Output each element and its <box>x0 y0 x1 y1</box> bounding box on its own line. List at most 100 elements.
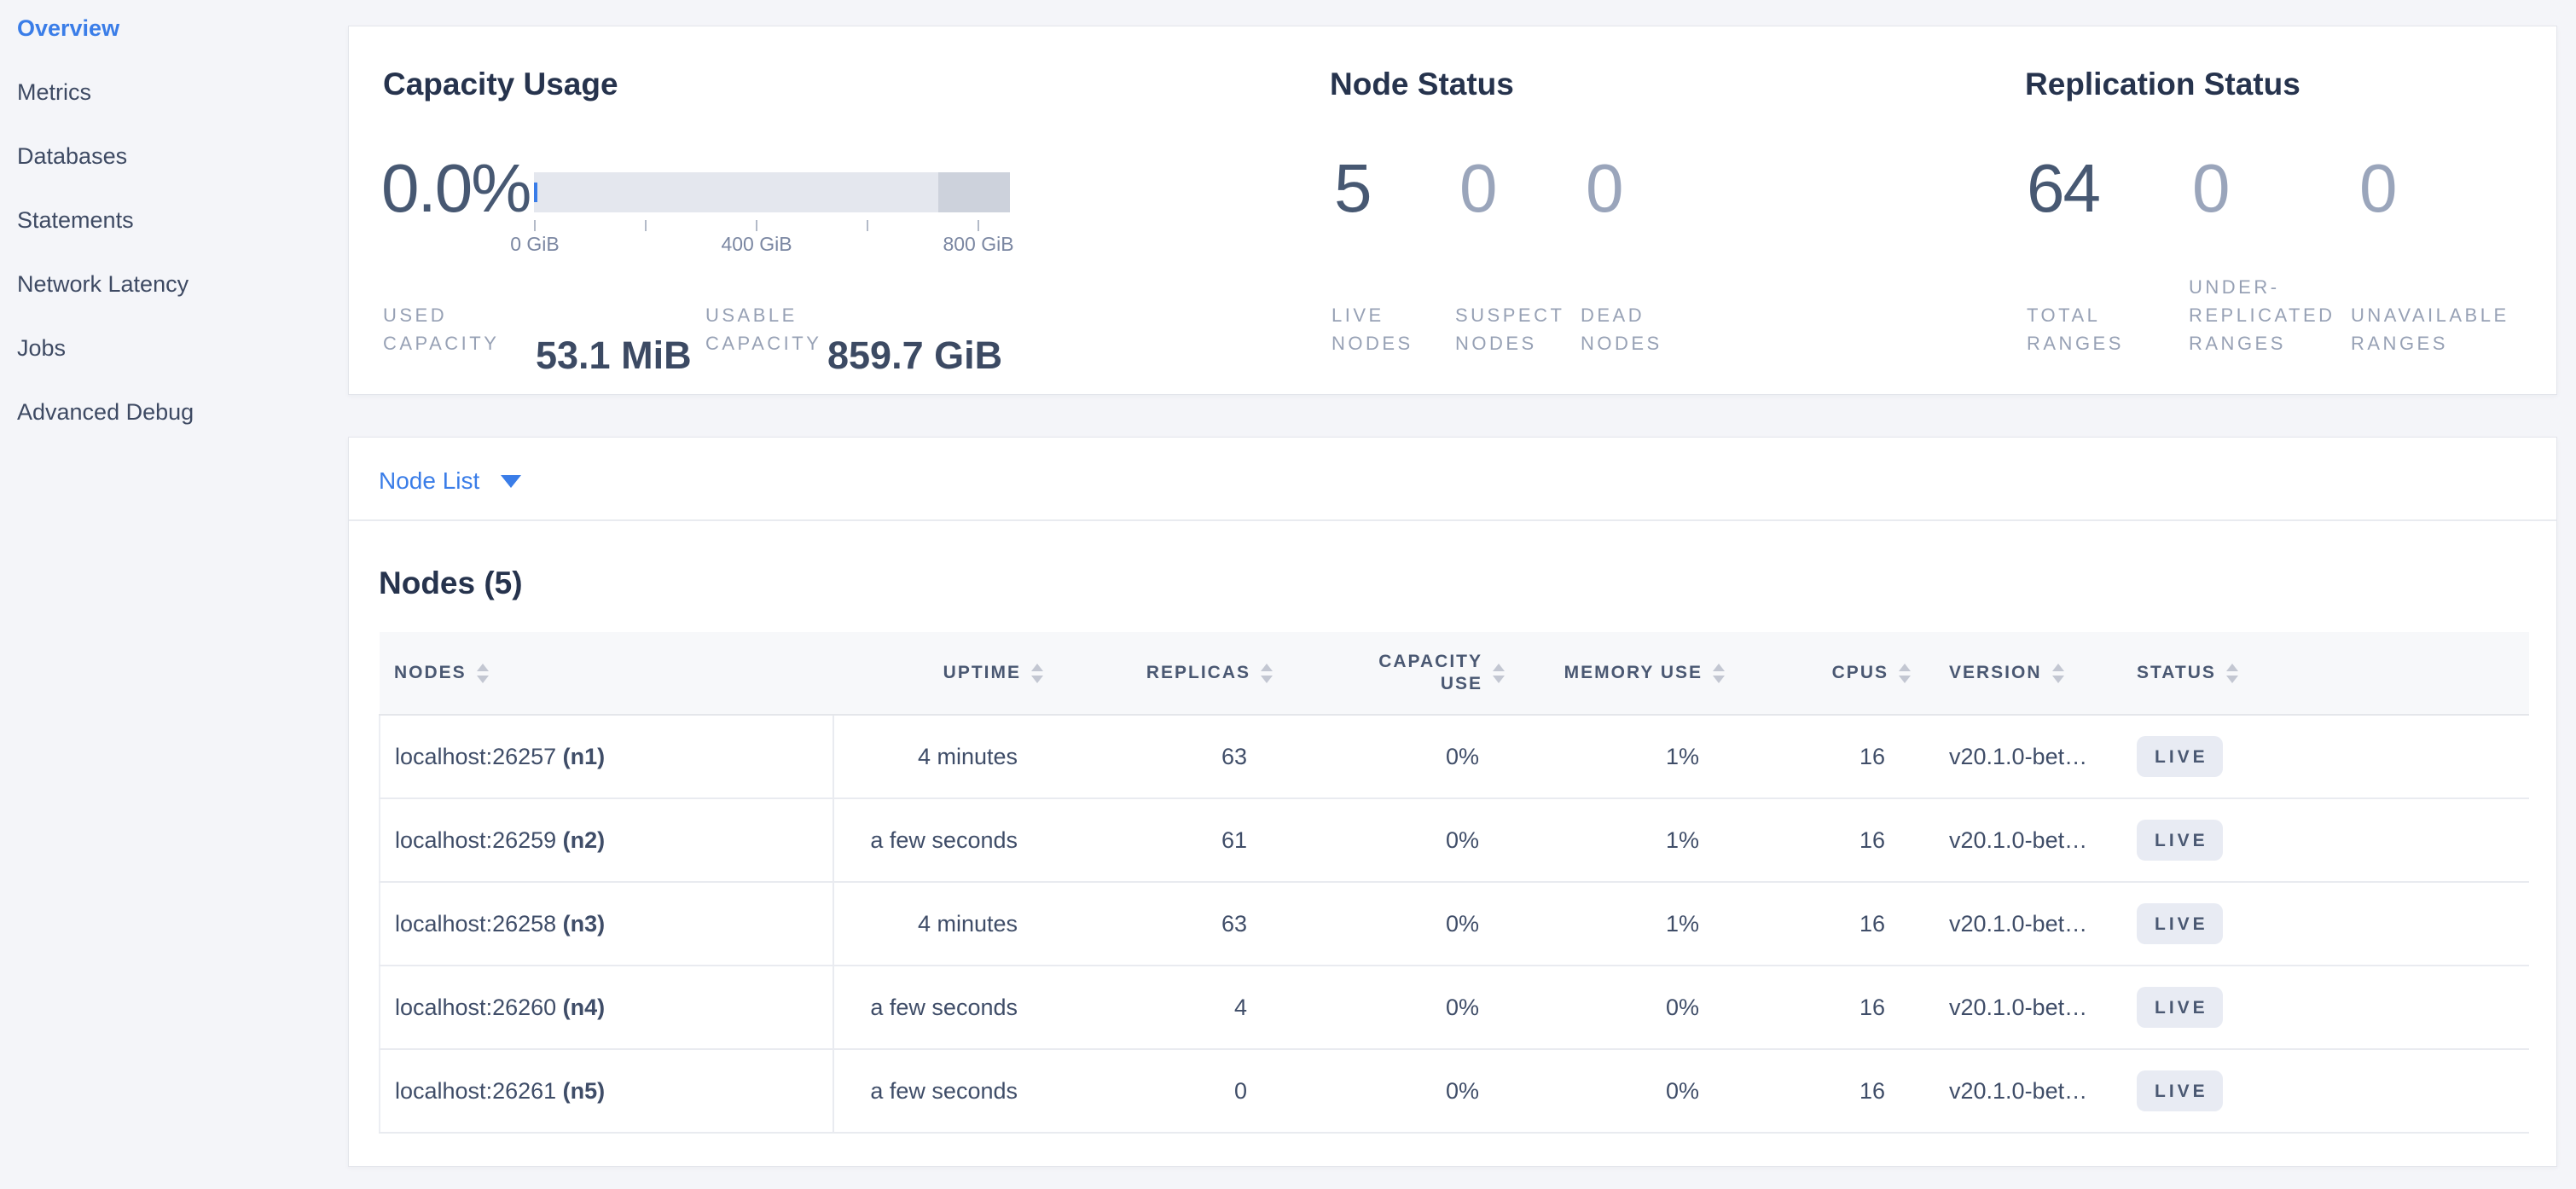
used-capacity-label: USED CAPACITY <box>383 301 499 357</box>
capacity-use-cell: 0% <box>1256 798 1490 883</box>
sidebar-item-label: Jobs <box>17 335 67 361</box>
sidebar-item-label: Statements <box>17 207 134 233</box>
status-cell: LIVE <box>2121 1049 2529 1134</box>
uptime-cell: 4 minutes <box>833 882 1047 966</box>
label-line: USABLE <box>705 304 798 326</box>
node-address-cell[interactable]: localhost:26260 (n4) <box>379 966 833 1050</box>
chevron-down-icon <box>501 474 522 488</box>
status-badge: LIVE <box>2137 987 2223 1028</box>
replicas-cell: 4 <box>1047 966 1256 1050</box>
node-address-cell[interactable]: localhost:26259 (n2) <box>379 798 833 883</box>
axis-tick-label: 400 GiB <box>721 233 792 255</box>
status-cell: LIVE <box>2121 882 2529 966</box>
replicas-cell: 63 <box>1047 882 1256 966</box>
cpus-cell: 16 <box>1720 1049 1900 1134</box>
label-line: TOTAL <box>2027 304 2101 326</box>
sort-icon <box>1493 663 1505 683</box>
memory-use-cell: 1% <box>1490 882 1720 966</box>
table-row: localhost:26259 (n2) a few seconds 61 0%… <box>379 798 2529 883</box>
memory-use-cell: 0% <box>1490 1049 1720 1134</box>
memory-use-cell: 1% <box>1490 798 1720 883</box>
column-header-nodes[interactable]: NODES <box>380 632 833 716</box>
column-header-uptime[interactable]: UPTIME <box>833 632 1047 716</box>
sort-icon <box>476 663 489 683</box>
node-id: (n2) <box>562 826 606 853</box>
capacity-usage-bar <box>534 172 1010 212</box>
used-capacity-value: 53.1 MiB <box>536 334 692 377</box>
node-address-cell[interactable]: localhost:26261 (n5) <box>379 1049 833 1134</box>
column-header-memory-use[interactable]: MEMORY USE <box>1490 632 1725 716</box>
sidebar-item-overview[interactable]: Overview <box>17 9 333 72</box>
table-row: localhost:26257 (n1) 4 minutes 63 0% 1% … <box>379 715 2529 799</box>
sidebar-item-network-latency[interactable]: Network Latency <box>17 264 333 328</box>
node-address-cell[interactable]: localhost:26257 (n1) <box>379 715 833 799</box>
uptime-cell: a few seconds <box>833 798 1047 883</box>
column-header-cpus[interactable]: CPUS <box>1720 632 1911 716</box>
node-id: (n1) <box>562 743 606 769</box>
column-header-version[interactable]: VERSION <box>1900 632 2121 716</box>
status-badge: LIVE <box>2137 820 2223 861</box>
label-line: USED <box>383 304 448 326</box>
axis-tick-label: 800 GiB <box>943 233 1014 255</box>
label-line: REPLICATED <box>2189 304 2335 326</box>
column-header-status[interactable]: STATUS <box>2121 632 2529 716</box>
column-header-capacity-use[interactable]: CAPACITY USE <box>1256 632 1505 716</box>
node-status-title: Node Status <box>1330 67 1514 102</box>
sidebar-item-jobs[interactable]: Jobs <box>17 328 333 392</box>
sidebar: Overview Metrics Databases Statements Ne… <box>0 0 341 1189</box>
label-line: NODES <box>1455 333 1537 354</box>
label-line: RANGES <box>2351 333 2448 354</box>
label-line: RANGES <box>2027 333 2124 354</box>
under-replicated-label: UNDER- REPLICATED RANGES <box>2189 273 2335 357</box>
column-header-replicas[interactable]: REPLICAS <box>1047 632 1273 716</box>
total-ranges-count: 64 <box>2027 150 2101 226</box>
table-row: localhost:26261 (n5) a few seconds 0 0% … <box>379 1049 2529 1134</box>
divider <box>349 519 2556 521</box>
dead-nodes-count: 0 <box>1586 150 1623 226</box>
axis-tick <box>978 220 979 231</box>
total-ranges-label: TOTAL RANGES <box>2027 301 2124 357</box>
label-line: DEAD <box>1581 304 1645 326</box>
sort-icon <box>2051 663 2064 683</box>
sidebar-item-statements[interactable]: Statements <box>17 200 333 264</box>
version-cell: v20.1.0-bet… <box>1900 882 2121 966</box>
sidebar-item-label: Overview <box>17 15 120 41</box>
version-cell: v20.1.0-bet… <box>1900 1049 2121 1134</box>
node-list-view-selector[interactable]: Node List <box>379 467 522 496</box>
live-nodes-count: 5 <box>1334 150 1372 226</box>
label-line: UNAVAILABLE <box>2351 304 2509 326</box>
status-cell: LIVE <box>2121 798 2529 883</box>
label-line: LIVE <box>1332 304 1384 326</box>
sort-icon <box>1261 663 1273 683</box>
version-cell: v20.1.0-bet… <box>1900 798 2121 883</box>
label-line: SUSPECT <box>1455 304 1565 326</box>
node-list-card: Node List Nodes (5) NODES UPTIME REPLICA… <box>348 437 2557 1167</box>
replicas-cell: 63 <box>1047 715 1256 799</box>
capacity-use-cell: 0% <box>1256 882 1490 966</box>
node-list-selector-label: Node List <box>379 467 480 494</box>
sidebar-item-label: Databases <box>17 143 128 169</box>
nodes-heading: Nodes (5) <box>379 566 523 600</box>
memory-use-cell: 1% <box>1490 715 1720 799</box>
usable-capacity-label: USABLE CAPACITY <box>705 301 821 357</box>
suspect-nodes-label: SUSPECT NODES <box>1455 301 1564 357</box>
sidebar-item-advanced-debug[interactable]: Advanced Debug <box>17 392 333 456</box>
axis-tick <box>534 220 536 231</box>
cluster-summary-card: Capacity Usage 0.0% 0 GiB 400 GiB 800 Gi… <box>348 26 2557 395</box>
node-address-cell[interactable]: localhost:26258 (n3) <box>379 882 833 966</box>
replicas-cell: 61 <box>1047 798 1256 883</box>
table-row: localhost:26258 (n3) 4 minutes 63 0% 1% … <box>379 882 2529 966</box>
node-id: (n3) <box>562 910 606 937</box>
version-cell: v20.1.0-bet… <box>1900 715 2121 799</box>
node-id: (n5) <box>562 1077 606 1104</box>
table-row: localhost:26260 (n4) a few seconds 4 0% … <box>379 966 2529 1050</box>
sort-icon <box>1713 663 1725 683</box>
status-badge: LIVE <box>2137 1070 2223 1111</box>
nodes-table: NODES UPTIME REPLICAS CAPACITY USE MEMOR… <box>379 632 2529 1134</box>
cpus-cell: 16 <box>1720 715 1900 799</box>
sort-icon <box>1031 663 1043 683</box>
sidebar-item-metrics[interactable]: Metrics <box>17 72 333 136</box>
status-cell: LIVE <box>2121 966 2529 1050</box>
sidebar-item-databases[interactable]: Databases <box>17 136 333 200</box>
axis-tick <box>867 220 868 231</box>
